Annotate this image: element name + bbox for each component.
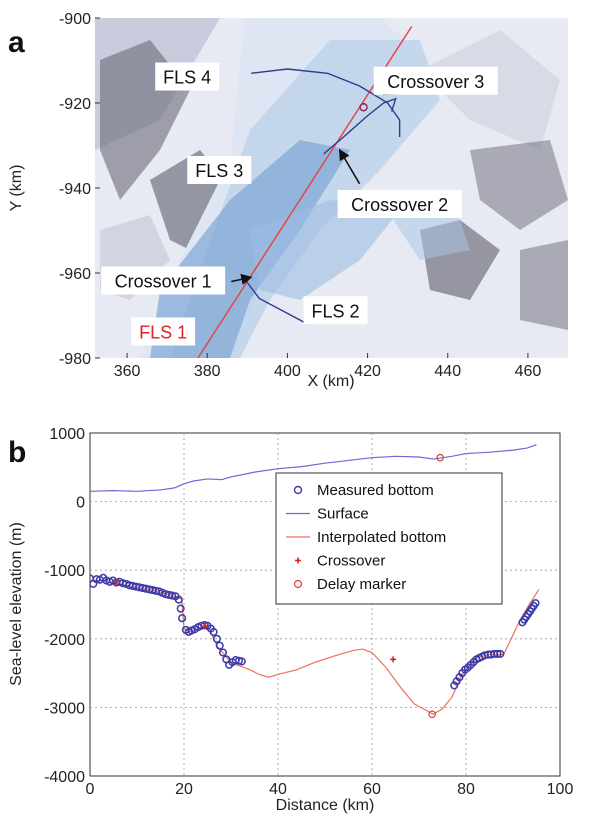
panel-a-x-ticks: 360 380 400 420 440 460 — [114, 353, 542, 380]
panel-a-y-axis-title: Y (km) — [8, 165, 25, 212]
legend-box — [275, 472, 503, 605]
panel-b-profile-chart: b 0 20 40 60 80 100 1000 0 -1000 -2000 -3000 -4000… — [8, 426, 573, 814]
svg-text:FLS 1: FLS 1 — [139, 323, 187, 343]
svg-text:Surface: Surface — [317, 506, 369, 523]
map-label-crossover-1: Crossover 1 — [101, 266, 226, 295]
svg-text:Crossover 3: Crossover 3 — [387, 72, 484, 92]
map-label-fls-1: FLS 1 — [131, 317, 196, 346]
x-tick-label: 40 — [269, 781, 287, 798]
panel-b-y-axis-title: Sea-level elevation (m) — [8, 522, 25, 686]
measured-bottom-point — [496, 649, 505, 658]
svg-text:FLS 4: FLS 4 — [163, 68, 211, 88]
crossover-marker — [359, 103, 368, 112]
y-tick-label: 0 — [76, 495, 85, 512]
panel-b-series — [90, 444, 540, 719]
legend-entry-measured-bottom: Measured bottom — [293, 482, 434, 499]
x-tick-label: 80 — [457, 781, 475, 798]
panel-a-x-axis-title: X (km) — [307, 373, 354, 390]
y-tick-label: -2000 — [44, 632, 85, 649]
panel-a-labels: FLS 4 FLS 3 Crossover 3 Crossover 2 Crossove… — [101, 62, 498, 346]
panel-a-letter: a — [8, 26, 25, 59]
delay-marker-point — [428, 710, 436, 719]
panel-b-x-ticks: 0 20 40 60 80 100 — [86, 781, 574, 798]
y-tick-label: -1000 — [44, 563, 85, 580]
x-tick-label: 420 — [354, 363, 381, 380]
y-tick-label: -920 — [59, 96, 91, 113]
measured-bottom-point — [212, 634, 221, 643]
measured-bottom-point — [450, 681, 459, 690]
panel-b-x-axis-title: Distance (km) — [276, 797, 375, 814]
measured-bottom-point — [237, 657, 246, 666]
y-tick-label: -3000 — [44, 700, 85, 717]
x-tick-label: 440 — [434, 363, 461, 380]
x-tick-label: 0 — [86, 781, 95, 798]
x-tick-label: 100 — [547, 781, 574, 798]
measured-bottom-point — [493, 649, 502, 658]
legend-entry-delay-marker: Delay marker — [293, 576, 406, 593]
measured-bottom-point — [174, 595, 183, 604]
measured-bottom-point — [531, 599, 540, 608]
map-label-fls-2: FLS 2 — [303, 296, 368, 325]
panel-b-legend: Measured bottom Surface Interpolated botto… — [275, 472, 503, 605]
measured-bottom-point — [168, 591, 177, 600]
crossover-point — [390, 656, 397, 663]
y-tick-label: -960 — [59, 266, 91, 283]
svg-text:Delay marker: Delay marker — [317, 576, 406, 593]
y-tick-label: -940 — [59, 181, 91, 198]
flowline-fls-3 — [323, 97, 397, 155]
legend-entry-interpolated-bottom: Interpolated bottom — [286, 529, 446, 546]
panel-b-letter: b — [8, 436, 26, 469]
svg-text:Interpolated bottom: Interpolated bottom — [317, 529, 446, 546]
x-tick-label: 400 — [274, 363, 301, 380]
annotation-arrow — [338, 148, 361, 185]
svg-text:FLS 3: FLS 3 — [195, 161, 243, 181]
x-tick-label: 60 — [363, 781, 381, 798]
legend-entry-surface: Surface — [286, 506, 369, 523]
map-label-crossover-2: Crossover 2 — [337, 190, 462, 218]
surface-line — [90, 444, 537, 492]
x-tick-label: 380 — [194, 363, 221, 380]
measured-bottom-point — [176, 604, 185, 613]
panel-a-map: a 360 380 400 420 440 460 -900 -920 -940 -960 -98… — [8, 11, 568, 390]
y-tick-label: -4000 — [44, 769, 85, 786]
measured-bottom-point — [218, 648, 228, 657]
measured-bottom-point — [178, 614, 187, 623]
y-tick-label: -980 — [59, 351, 91, 368]
flowline-fls-4 — [251, 68, 401, 137]
measured-bottom-point — [215, 641, 224, 650]
svg-text:Measured bottom: Measured bottom — [317, 482, 434, 499]
measured-bottom-point — [209, 627, 218, 636]
crossover-point — [202, 623, 209, 630]
map-label-fls-4: FLS 4 — [155, 62, 220, 91]
svg-text:Crossover 1: Crossover 1 — [115, 272, 212, 292]
panel-a-y-ticks: -900 -920 -940 -960 -980 — [59, 11, 100, 368]
y-tick-label: 1000 — [49, 426, 85, 443]
map-label-fls-3: FLS 3 — [187, 156, 252, 184]
svg-text:Crossover: Crossover — [317, 553, 385, 570]
map-label-crossover-3: Crossover 3 — [373, 66, 498, 95]
legend-entry-crossover: Crossover — [295, 553, 385, 570]
svg-text:FLS 2: FLS 2 — [311, 301, 359, 321]
y-tick-label: -900 — [59, 11, 91, 28]
x-tick-label: 20 — [175, 781, 193, 798]
svg-text:Crossover 2: Crossover 2 — [351, 195, 448, 215]
annotation-arrow — [231, 273, 253, 285]
delay-marker-point — [436, 453, 444, 462]
panel-b-y-ticks: 1000 0 -1000 -2000 -3000 -4000 — [44, 426, 85, 786]
x-tick-label: 360 — [114, 363, 141, 380]
crossover-point — [112, 578, 119, 585]
x-tick-label: 460 — [515, 363, 542, 380]
